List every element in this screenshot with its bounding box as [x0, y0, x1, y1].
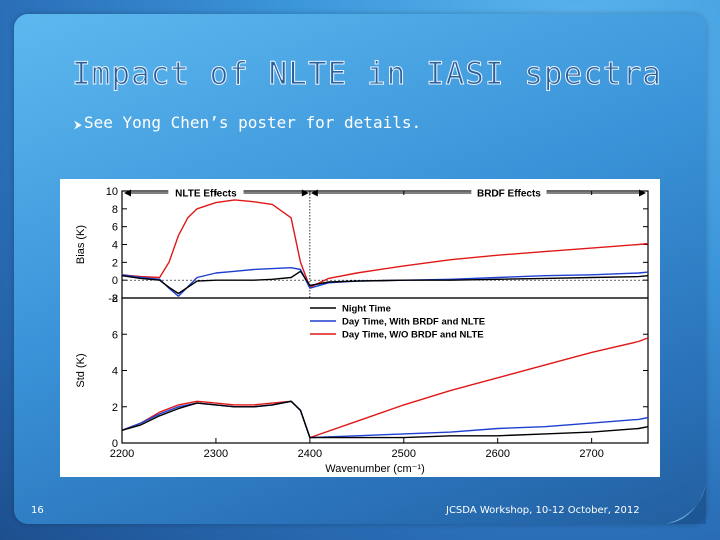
slide-title: Impact of NLTE in IASI spectra: [72, 56, 662, 93]
xtick-label: 2200: [110, 448, 134, 460]
page-number: 16: [31, 505, 44, 516]
nlte-arrow-left-arrowhead: [124, 189, 131, 197]
nlte-arrow-right-arrowhead: [301, 189, 309, 197]
chart-svg: NLTE Effects BRDF Effects -2 0 2 4 6 8 10 Bias (K…: [75, 186, 649, 475]
xtick-label: 2700: [579, 448, 603, 460]
top-ytick-label: 4: [112, 240, 118, 252]
xtick-label: 2400: [298, 448, 322, 460]
xtick-label: 2300: [204, 448, 228, 460]
bullet-arrow-icon: ⮞: [74, 118, 82, 131]
bottom-series-line: [121, 400, 649, 439]
chart-figure: NLTE Effects BRDF Effects -2 0 2 4 6 8 10 Bias (K…: [60, 179, 660, 477]
top-ytick-label: 0: [112, 275, 118, 287]
brdf-arrow-left-arrowhead: [310, 189, 318, 197]
region-label-bg: [471, 187, 547, 199]
top-ytick-label: 10: [106, 186, 118, 198]
top-series-line: [121, 266, 649, 297]
legend-label: Day Time, With BRDF and NLTE: [342, 317, 485, 328]
region-label: BRDF Effects: [477, 189, 541, 200]
page-curl-icon: [666, 484, 706, 524]
top-ytick-label: 8: [112, 204, 118, 216]
region-label-bg: [168, 187, 244, 199]
bottom-ytick-label: 6: [112, 329, 118, 341]
legend-label: Night Time: [342, 304, 391, 315]
bullet-text: See Yong Chen’s poster for details.: [83, 113, 422, 132]
bottom-ytick-label: 4: [112, 366, 118, 378]
bottom-series-line: [121, 337, 649, 439]
xtick-label: 2500: [392, 448, 416, 460]
x-axis-label: Wavenumber (cm⁻¹): [325, 463, 425, 475]
top-ytick-label: 2: [112, 257, 118, 269]
region-label: NLTE Effects: [175, 189, 237, 200]
brdf-arrow-right-arrowhead: [639, 189, 646, 197]
top-ytick-label: -2: [108, 293, 118, 305]
bottom-ytick-label: 8: [112, 293, 118, 305]
legend-label: Day Time, W/O BRDF and NLTE: [342, 330, 484, 341]
bottom-ytick-label: 0: [112, 438, 118, 450]
top-ylabel: Bias (K): [75, 225, 87, 264]
top-series-line: [121, 199, 649, 289]
bottom-ylabel: Std (K): [75, 353, 87, 387]
top-series-line: [121, 270, 649, 295]
bullet-item: ⮞ See Yong Chen’s poster for details.: [74, 113, 421, 132]
top-ytick-label: 6: [112, 222, 118, 234]
footer-text: JCSDA Workshop, 10-12 October, 2012: [446, 505, 640, 516]
bottom-series-line: [121, 400, 649, 439]
xtick-label: 2600: [485, 448, 509, 460]
bottom-ytick-label: 2: [112, 402, 118, 414]
